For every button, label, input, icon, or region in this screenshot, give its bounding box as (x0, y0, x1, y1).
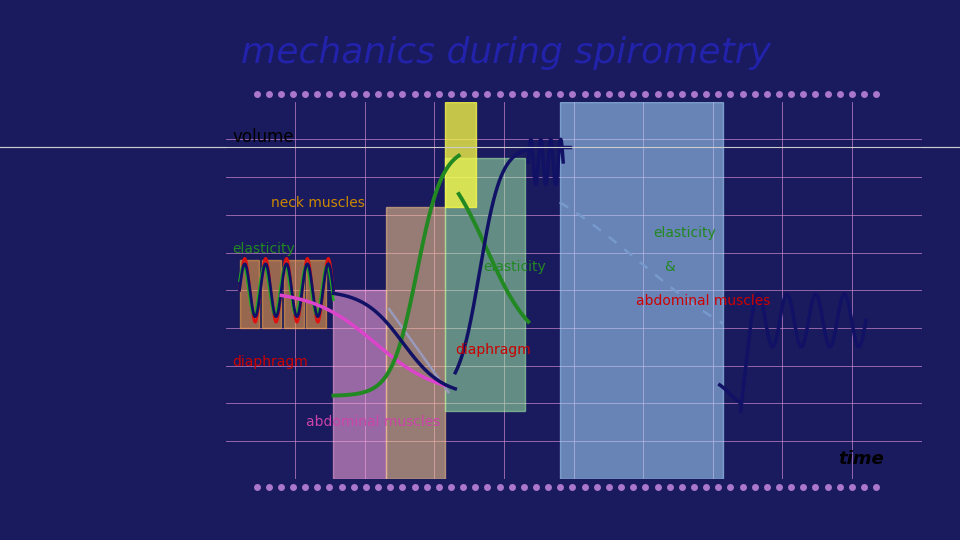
Bar (262, 260, 281, 328)
Text: volume: volume (232, 128, 294, 146)
Text: abdominal muscles: abdominal muscles (305, 415, 440, 429)
Text: elasticity: elasticity (483, 260, 546, 274)
Bar (444, 102, 476, 207)
Text: diaphragm: diaphragm (455, 343, 531, 357)
Text: diaphragm: diaphragm (232, 355, 308, 369)
Bar (444, 158, 525, 411)
Text: neck muscles: neck muscles (271, 196, 365, 210)
Text: elasticity: elasticity (232, 241, 296, 255)
Bar (386, 207, 444, 479)
Text: elasticity: elasticity (654, 226, 716, 240)
Bar (560, 102, 723, 479)
Text: time: time (838, 450, 884, 468)
Bar (239, 260, 259, 328)
Text: &: & (664, 260, 675, 274)
Bar (333, 291, 386, 479)
Bar (306, 260, 325, 328)
Text: abdominal muscles: abdominal muscles (636, 294, 771, 308)
Text: mechanics during spirometry: mechanics during spirometry (241, 36, 771, 70)
Bar (284, 260, 303, 328)
